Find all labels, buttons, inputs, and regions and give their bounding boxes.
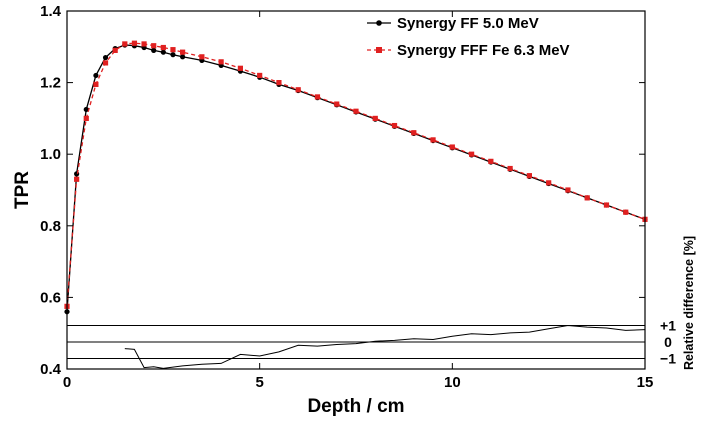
x-tick-label: 0 [63,374,71,391]
data-point [93,81,99,87]
data-point [102,54,109,61]
x-axis-title: Depth / cm [307,396,404,417]
series-fff [64,40,648,309]
series-line [66,44,646,312]
y-tick-label: 0.6 [40,289,61,306]
data-point [430,137,436,143]
data-point [83,106,89,113]
plot-frame [66,10,646,370]
y-tick-label: 0.8 [40,218,61,235]
data-point [141,41,147,47]
data-point [199,54,205,60]
y-tick-label: 0.4 [40,361,62,378]
x-tick-label: 15 [637,374,654,391]
data-point [449,144,455,150]
data-point [74,171,80,177]
data-point [257,72,263,79]
legend-label-fff: Synergy FFF Fe 6.3 MeV [397,42,570,59]
data-point [122,41,128,47]
difference-panel [124,324,646,369]
data-point [112,47,118,53]
data-point [507,165,513,172]
legend: Synergy FF 5.0 MeV Synergy FFF Fe 6.3 Me… [367,15,570,59]
x-tick-label: 10 [444,374,461,391]
series-ff [64,42,648,315]
data-point [102,60,109,66]
reference-label: +1 [660,318,676,334]
y-tick-label: 1.4 [40,3,62,20]
legend-marker-ff [376,20,382,26]
data-point [295,87,301,93]
data-point [237,65,243,71]
difference-reference-lines: +10−1 [67,318,676,367]
data-point [151,43,157,49]
data-point [83,115,89,121]
y-tick-label: 1.2 [40,75,61,92]
data-point [603,202,610,208]
data-point [391,122,398,129]
legend-marker-fff [376,47,382,53]
legend-label-ff: Synergy FF 5.0 MeV [397,15,539,32]
data-point [372,115,378,121]
data-point [565,187,571,193]
data-point [334,101,340,107]
data-point [74,176,80,182]
y-axis-title: TPR [12,171,33,209]
data-point [151,47,157,53]
data-point [131,40,138,46]
axes: 0 5 10 15 0.4 0.6 0.8 1.0 1.2 1.4 [40,3,653,391]
reference-label: 0 [664,334,672,350]
data-point [584,195,590,201]
data-point [353,108,359,114]
series-line [66,42,646,307]
data-point [276,80,282,86]
legend-entry-ff: Synergy FF 5.0 MeV [367,15,539,32]
data-point [546,180,552,186]
x-tick-label: 5 [255,374,263,391]
reference-label: −1 [660,351,676,367]
data-point [526,173,532,179]
data-point [469,151,475,157]
data-point [170,52,176,58]
series-layer [64,40,648,315]
data-point [160,44,166,51]
data-point [314,94,321,100]
y-tick-label: 1.0 [40,146,61,163]
data-point [160,49,166,55]
data-point [93,72,99,79]
data-point [623,209,629,215]
data-point [180,49,186,55]
data-point [180,54,186,60]
legend-entry-fff: Synergy FFF Fe 6.3 MeV [367,42,570,59]
data-point [170,47,176,53]
data-point [411,130,417,136]
data-point [488,158,494,164]
data-point [218,59,224,65]
difference-curve [124,324,646,369]
difference-axis-title: Relative difference [%] [682,236,696,370]
